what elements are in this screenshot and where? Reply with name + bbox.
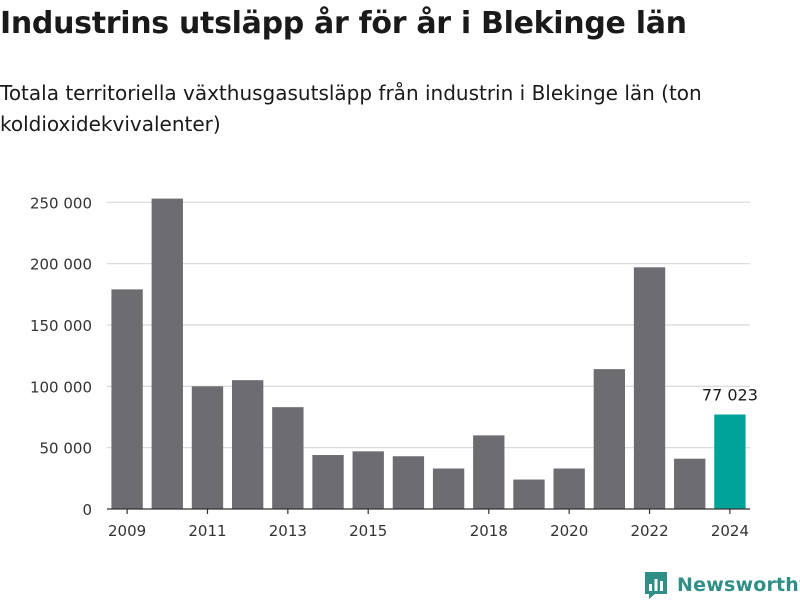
bar-2020 bbox=[553, 468, 585, 509]
bar-2018 bbox=[473, 435, 505, 509]
chart-subtitle: Totala territoriella växthusgasutsläpp f… bbox=[0, 81, 702, 136]
x-tick-label: 2024 bbox=[711, 522, 749, 540]
y-tick-label: 100 000 bbox=[30, 378, 92, 396]
bar-chart: 0 50 000 100 000 150 000 200 000 250 000 77 02… bbox=[30, 194, 758, 540]
data-label: 77 023 bbox=[702, 385, 758, 404]
bar-2014 bbox=[312, 455, 344, 509]
x-tick-label: 2009 bbox=[108, 522, 146, 540]
bar-2021 bbox=[593, 369, 626, 509]
bar-2012 bbox=[231, 380, 264, 509]
x-tick-label: 2018 bbox=[470, 522, 508, 540]
x-tick-label: 2022 bbox=[630, 522, 668, 540]
bar-2016 bbox=[392, 456, 425, 509]
bar-2022 bbox=[633, 267, 666, 509]
bar-2013 bbox=[272, 407, 304, 509]
x-tick-label: 2013 bbox=[269, 522, 307, 540]
y-tick-label: 250 000 bbox=[30, 194, 92, 212]
bar-2015 bbox=[352, 451, 384, 509]
bar-2017 bbox=[432, 468, 465, 509]
brand-name: Newsworthy bbox=[677, 574, 800, 596]
y-tick-label: 0 bbox=[82, 501, 92, 519]
x-tick-label: 2020 bbox=[550, 522, 588, 540]
newsworthy-brand: Newsworthy bbox=[643, 569, 800, 601]
bar-2024 bbox=[714, 414, 746, 509]
chart-title: Industrins utsläpp år för år i Blekinge … bbox=[0, 6, 687, 41]
x-tick-label: 2015 bbox=[349, 522, 387, 540]
bar-2010 bbox=[151, 198, 183, 510]
y-tick-label: 200 000 bbox=[30, 256, 92, 274]
bar-2019 bbox=[513, 479, 545, 509]
bar-2011 bbox=[191, 386, 224, 509]
bar-2023 bbox=[674, 458, 706, 509]
bar-2009 bbox=[111, 289, 143, 509]
x-tick-label: 2011 bbox=[188, 522, 226, 540]
y-tick-label: 50 000 bbox=[40, 440, 93, 458]
bar-chart-logo-icon bbox=[645, 572, 667, 599]
y-tick-label: 150 000 bbox=[30, 317, 92, 335]
